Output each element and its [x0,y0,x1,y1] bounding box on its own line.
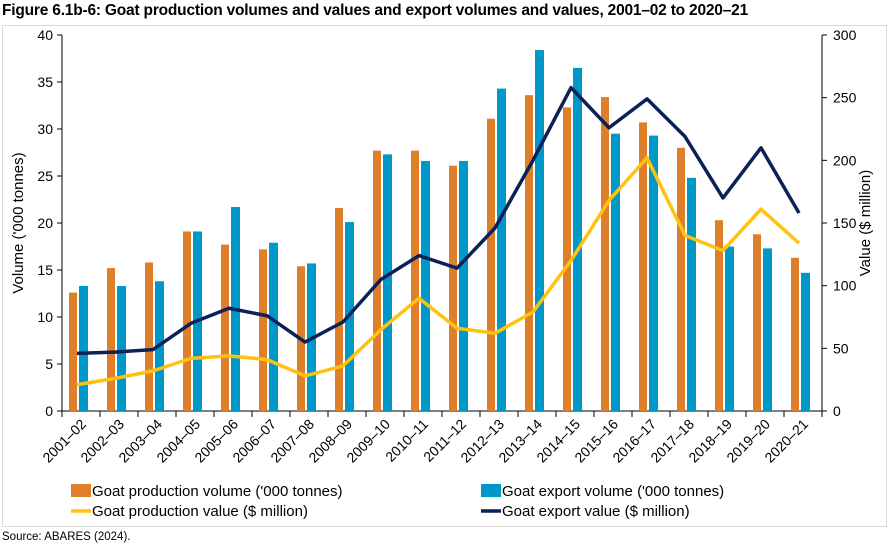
production-volume-bar [677,147,685,412]
left-tick-label: 15 [37,262,53,278]
left-tick-label: 40 [37,27,53,43]
left-tick-label: 5 [45,356,53,372]
left-tick-label: 25 [37,168,53,184]
export-volume-bar [763,248,772,411]
production-volume-bar [69,292,77,411]
export-volume-bar [269,242,278,411]
production-volume-bar [487,118,495,411]
right-tick-label: 250 [833,90,857,106]
right-axis-title: Value ($ million) [857,170,874,276]
export-volume-bar [611,133,620,411]
chart-title: Figure 6.1b-6: Goat production volumes a… [2,2,748,19]
export-volume-bar [497,88,506,411]
left-tick-label: 35 [37,74,53,90]
legend-label: Goat production value ($ million) [92,503,308,520]
chart-frame [2,25,887,527]
production-volume-bar [259,249,267,411]
production-volume-bar [639,122,647,412]
production-volume-bar [449,165,457,411]
right-tick-label: 0 [833,403,841,419]
production-volume-bar [107,268,115,411]
production-volume-bar [145,262,153,411]
legend-swatch [481,484,501,497]
export-volume-bar [117,285,126,411]
legend-label: Goat export volume ('000 tonnes) [502,483,724,500]
legend-label: Goat production volume ('000 tonnes) [92,483,343,500]
legend-label: Goat export value ($ million) [502,503,690,520]
production-volume-bar [335,207,343,411]
production-volume-bar [183,231,191,411]
export-volume-bar [421,160,430,411]
production-volume-bar [715,220,723,411]
export-volume-bar [573,67,582,412]
export-volume-bar [459,160,468,411]
production-value-line [76,156,801,387]
export-volume-bar [649,135,658,411]
production-volume-bar [525,95,533,411]
left-axis-title: Volume ('000 tonnes) [10,152,27,293]
right-tick-label: 300 [833,27,857,43]
left-tick-label: 30 [37,121,53,137]
left-tick-label: 20 [37,215,53,231]
legend-swatch [71,484,91,497]
right-tick-label: 50 [833,340,849,356]
production-volume-bar [753,234,761,411]
right-tick-label: 100 [833,278,857,294]
export-volume-bar [725,246,734,411]
export-volume-bar [383,154,392,411]
right-tick-label: 150 [833,215,857,231]
production-volume-bar [601,97,609,411]
export-value-line [76,85,801,356]
export-volume-bar [687,177,696,411]
export-volume-bar [79,285,88,411]
export-volume-bar [801,272,810,411]
source-note: Source: ABARES (2024). [2,531,131,543]
production-volume-bar [791,257,799,411]
export-volume-bar [535,50,544,411]
production-volume-bar [411,150,419,411]
right-tick-label: 200 [833,152,857,168]
left-tick-label: 10 [37,309,53,325]
production-volume-bar [373,150,381,411]
production-volume-bar [563,107,571,411]
production-volume-bar [221,244,229,411]
left-tick-label: 0 [45,403,53,419]
